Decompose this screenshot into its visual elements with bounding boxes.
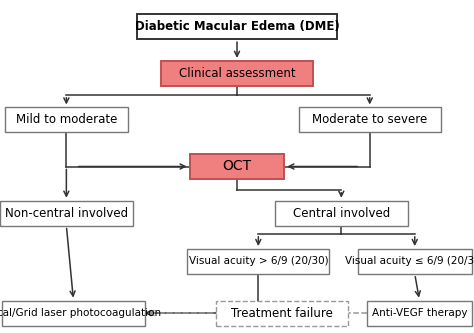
FancyBboxPatch shape (187, 249, 329, 274)
Text: Central involved: Central involved (292, 206, 390, 220)
Text: Visual acuity ≤ 6/9 (20/30): Visual acuity ≤ 6/9 (20/30) (345, 256, 474, 266)
Text: Anti-VEGF therapy: Anti-VEGF therapy (372, 308, 467, 318)
Text: Mild to moderate: Mild to moderate (16, 113, 117, 127)
FancyBboxPatch shape (190, 154, 284, 179)
Text: Focal/Grid laser photocoagulation: Focal/Grid laser photocoagulation (0, 308, 162, 318)
Text: Clinical assessment: Clinical assessment (179, 67, 295, 80)
Text: Visual acuity > 6/9 (20/30): Visual acuity > 6/9 (20/30) (189, 256, 328, 266)
FancyBboxPatch shape (216, 300, 348, 326)
Text: Treatment failure: Treatment failure (231, 306, 333, 320)
FancyBboxPatch shape (137, 14, 337, 39)
Text: Non-central involved: Non-central involved (5, 206, 128, 220)
Text: OCT: OCT (222, 160, 252, 173)
FancyBboxPatch shape (161, 61, 313, 86)
FancyBboxPatch shape (2, 300, 145, 326)
FancyBboxPatch shape (299, 107, 441, 132)
Text: Moderate to severe: Moderate to severe (312, 113, 428, 127)
FancyBboxPatch shape (367, 300, 472, 326)
FancyBboxPatch shape (358, 249, 472, 274)
Text: Diabetic Macular Edema (DME): Diabetic Macular Edema (DME) (135, 20, 339, 33)
FancyBboxPatch shape (275, 200, 408, 226)
FancyBboxPatch shape (0, 200, 133, 226)
FancyBboxPatch shape (5, 107, 128, 132)
